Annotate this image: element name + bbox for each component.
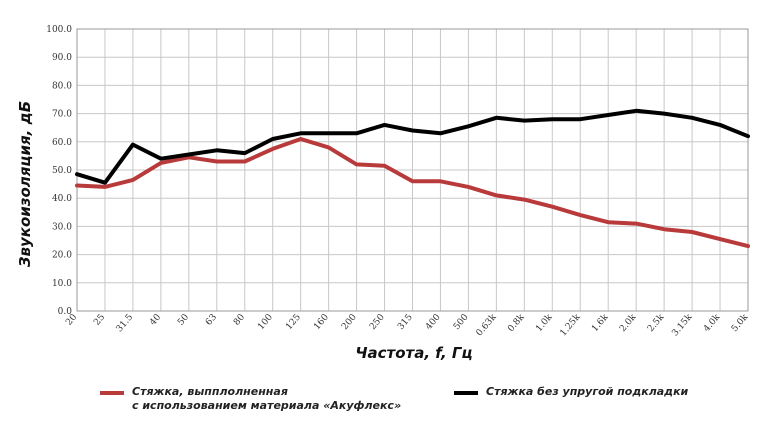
x-tick-label: 250 (368, 312, 387, 332)
x-tick-label: 80 (232, 312, 247, 327)
legend-label-series-1: Стяжка, выпплолненная с использованием м… (132, 385, 401, 413)
legend-item-series-1: Стяжка, выпплолненная с использованием м… (100, 385, 401, 413)
series-line-1 (75, 137, 750, 249)
legend-label-line: Стяжка без упругой подкладки (486, 385, 689, 398)
x-tick-label: 25 (92, 312, 107, 327)
x-tick-label: 1.0k (534, 312, 555, 334)
x-tick-label: 125 (284, 312, 303, 332)
legend-label-series-2: Стяжка без упругой подкладки (486, 385, 688, 399)
y-tick-label: 0.0 (58, 307, 73, 317)
series-line-2 (75, 108, 750, 185)
y-tick-label: 90.0 (52, 53, 72, 63)
x-tick-label: 500 (452, 312, 471, 332)
x-axis-ticks: 20 25 31.5 40 50 63 80 100 125 160 200 250 315 400 500… (64, 312, 750, 338)
plot-frame (76, 28, 749, 312)
legend-swatch-series-1 (100, 391, 124, 395)
y-tick-label: 100.0 (46, 25, 72, 35)
x-tick-label: 2.5k (646, 312, 667, 334)
legend-label-line: с использованием материала «Акуфлекс» (132, 399, 402, 412)
series-lines (75, 108, 750, 249)
x-tick-label: 0.8k (506, 312, 527, 334)
x-tick-label: 315 (396, 312, 415, 332)
y-tick-label: 70.0 (52, 110, 72, 120)
x-tick-label: 100 (256, 312, 275, 332)
x-axis-title: Частота, f, Гц (355, 344, 472, 362)
y-tick-label: 20.0 (52, 251, 72, 261)
x-tick-label: 63 (204, 312, 219, 327)
y-tick-label: 80.0 (52, 81, 72, 91)
y-tick-label: 10.0 (52, 279, 72, 289)
x-tick-label: 3.15k (670, 312, 694, 338)
legend-label-line: Стяжка, выпплолненная (132, 385, 288, 398)
y-tick-label: 50.0 (52, 166, 72, 176)
legend-swatch-series-2 (454, 391, 478, 395)
x-tick-label: 2.0k (618, 312, 639, 334)
legend-item-series-2: Стяжка без упругой подкладки (454, 385, 688, 399)
x-tick-label: 50 (176, 312, 191, 327)
x-tick-label: 400 (424, 312, 443, 332)
y-tick-label: 60.0 (52, 138, 72, 148)
y-tick-label: 40.0 (52, 194, 72, 204)
y-axis-ticks: 0.0 10.0 20.0 30.0 40.0 50.0 60.0 70.0 80.0 90.0 1… (46, 25, 72, 317)
x-tick-label: 31.5 (115, 312, 136, 334)
x-tick-label: 5.0k (730, 312, 751, 334)
y-tick-label: 30.0 (52, 222, 72, 232)
x-tick-label: 4.0k (702, 312, 723, 334)
x-tick-label: 160 (312, 312, 331, 332)
x-tick-label: 0.63k (475, 312, 499, 338)
y-axis-title: Звукоизоляция, дБ (16, 101, 34, 267)
grid (76, 28, 749, 312)
x-tick-label: 1.6k (590, 312, 611, 334)
x-tick-label: 1.25k (558, 312, 582, 338)
x-tick-label: 40 (148, 312, 163, 327)
x-tick-label: 200 (340, 312, 359, 332)
